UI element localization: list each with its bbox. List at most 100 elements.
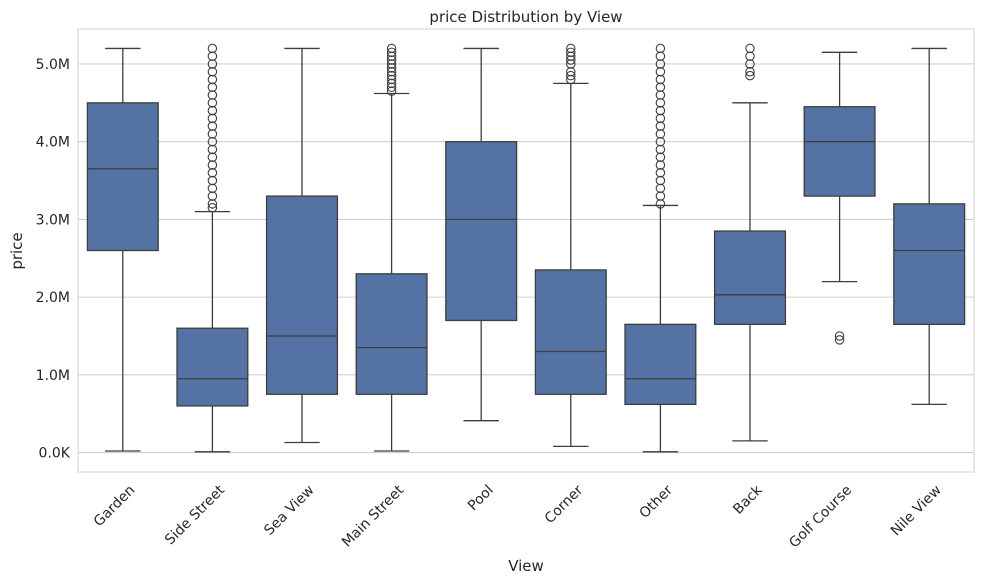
outlier-point (207, 113, 218, 124)
outlier-point (655, 175, 666, 186)
iqr-box (176, 327, 249, 407)
plot-frame (77, 28, 975, 473)
iqr-box (893, 203, 966, 325)
outlier-point (386, 86, 397, 96)
outlier-point (386, 66, 397, 77)
outlier-point (655, 160, 666, 170)
outlier-point (207, 168, 218, 178)
iqr-box (534, 269, 607, 395)
outlier-point (655, 199, 666, 209)
box-group (265, 47, 339, 444)
outlier-point (207, 183, 218, 194)
x-tick-label: Main Street (339, 482, 408, 551)
x-tick-label: Garden (91, 482, 139, 530)
x-tick-label: Side Street (162, 482, 228, 548)
chart-title: price Distribution by View (429, 8, 622, 26)
boxes (86, 43, 966, 453)
outlier-point (834, 331, 845, 341)
outlier-point (207, 129, 218, 139)
outlier-point (834, 335, 845, 345)
outlier-point (566, 51, 576, 61)
outlier-point (207, 203, 218, 213)
outlier-point (655, 129, 666, 139)
iqr-box (445, 141, 518, 322)
box-group (893, 47, 966, 406)
outlier-point (566, 47, 576, 58)
iqr-box (265, 195, 339, 395)
outlier-point (566, 70, 576, 81)
outlier-point (566, 74, 576, 85)
outlier-point (745, 51, 755, 61)
outlier-point (207, 121, 218, 131)
y-tick-label: 5.0M (36, 57, 70, 73)
outlier-point (207, 144, 218, 155)
x-tick-label: Corner (542, 482, 587, 527)
outlier-point (655, 105, 666, 116)
outlier-point (207, 160, 218, 170)
outlier-point (745, 43, 755, 54)
outlier-point (655, 121, 666, 131)
outlier-point (386, 43, 397, 54)
box-group (176, 43, 249, 453)
outlier-point (207, 66, 218, 77)
x-tick-label: Nile View (888, 482, 945, 539)
outlier-point (745, 59, 755, 69)
outlier-point (386, 47, 397, 58)
outlier-point (655, 51, 666, 61)
outlier-point (655, 98, 666, 108)
box-group (534, 43, 607, 448)
outlier-point (566, 55, 576, 65)
outlier-point (207, 98, 218, 108)
outlier-point (655, 43, 666, 54)
outlier-point (386, 51, 397, 61)
box-group (803, 51, 876, 345)
outlier-point (655, 66, 666, 77)
outlier-point (655, 144, 666, 155)
outlier-point (655, 113, 666, 124)
outlier-point (386, 82, 397, 93)
outlier-point (566, 66, 576, 77)
outlier-point (566, 43, 576, 54)
x-axis-title: View (508, 557, 544, 575)
outlier-point (207, 59, 218, 69)
iqr-box (624, 323, 697, 406)
outlier-point (655, 168, 666, 178)
outlier-point (655, 82, 666, 93)
y-axis-ticks: 0.0K 1.0M 2.0M 3.0M 4.0M 5.0M (36, 57, 71, 462)
outlier-point (386, 78, 397, 89)
outlier-point (207, 43, 218, 54)
outlier-point (655, 90, 666, 100)
outlier-point (207, 51, 218, 61)
outlier-point (655, 136, 666, 147)
y-tick-label: 0.0K (39, 446, 71, 462)
x-tick-label: Other (637, 482, 677, 522)
y-axis-title: price (8, 232, 26, 269)
y-tick-label: 2.0M (36, 290, 70, 306)
box-group (445, 47, 518, 422)
outlier-point (386, 63, 397, 73)
outlier-point (655, 152, 666, 162)
outlier-point (566, 59, 576, 69)
box-group (86, 47, 159, 452)
outlier-point (745, 70, 755, 81)
outlier-point (207, 74, 218, 85)
x-tick-label: Pool (465, 482, 497, 514)
box-group (713, 43, 787, 442)
outlier-point (207, 191, 218, 201)
y-tick-label: 1.0M (36, 368, 70, 384)
outlier-point (655, 59, 666, 69)
y-tick-label: 4.0M (36, 135, 70, 151)
outlier-point (386, 74, 397, 85)
outlier-point (386, 59, 397, 69)
outlier-point (207, 152, 218, 162)
outlier-point (207, 82, 218, 93)
outlier-point (655, 183, 666, 194)
outlier-point (207, 199, 218, 209)
x-tick-label: Golf Course (786, 482, 855, 551)
outlier-point (745, 66, 755, 77)
x-tick-label: Back (730, 482, 766, 518)
outlier-point (386, 55, 397, 65)
x-axis-ticks: Garden Side Street Sea View Main Street Pool… (91, 482, 945, 552)
outlier-point (207, 105, 218, 116)
